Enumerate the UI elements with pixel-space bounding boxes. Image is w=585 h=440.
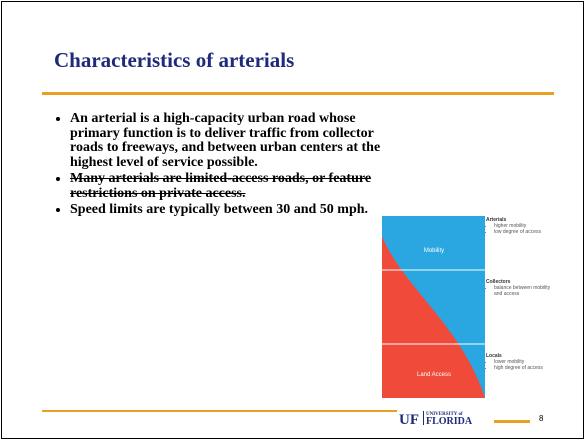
legend-item: high degree of access: [494, 365, 556, 371]
legend-group: Arterialshigher mobilitylow degree of ac…: [486, 217, 556, 235]
logo-text: UNIVERSITY of FLORIDA: [423, 411, 472, 425]
legend-item: balance between mobility and access: [494, 285, 556, 297]
footer-rule: [494, 420, 530, 423]
bullet-text: Many arterials are limited-access roads,…: [70, 171, 371, 201]
logo: UF UNIVERSITY of FLORIDA: [399, 411, 472, 429]
zone-label: Land Access: [417, 372, 451, 378]
legend-group: Collectorsbalance between mobility and a…: [486, 279, 556, 297]
page-number: 8: [539, 414, 543, 423]
legend-items: lower mobilityhigh degree of access: [486, 359, 556, 371]
bullet-text: Speed limits are typically between 30 an…: [70, 202, 368, 217]
bullet: An arterial is a high-capacity urban roa…: [70, 112, 388, 170]
slide: Characteristics of arterials An arterial…: [1, 1, 584, 439]
bullet-text: An arterial is a high-capacity urban roa…: [70, 111, 380, 170]
figure-legend: Arterialshigher mobilitylow degree of ac…: [486, 217, 556, 397]
slide-title: Characteristics of arterials: [54, 48, 294, 73]
logo-main: UF: [399, 412, 419, 428]
logo-name: FLORIDA: [426, 418, 472, 425]
footer-rule: [42, 410, 397, 412]
legend-group: Localslower mobilityhigh degree of acces…: [486, 353, 556, 371]
zone-label: Mobility: [424, 248, 444, 254]
bullet-list: An arterial is a high-capacity urban roa…: [50, 112, 388, 220]
figure: Mobility Land Access: [382, 216, 485, 398]
page: Characteristics of arterials An arterial…: [0, 0, 585, 440]
title-rule: [42, 92, 554, 95]
bullet: Many arterials are limited-access roads,…: [70, 172, 388, 201]
legend-items: higher mobilitylow degree of access: [486, 223, 556, 235]
legend-item: low degree of access: [494, 229, 556, 235]
legend-items: balance between mobility and access: [486, 285, 556, 297]
bullet: Speed limits are typically between 30 an…: [70, 203, 388, 218]
